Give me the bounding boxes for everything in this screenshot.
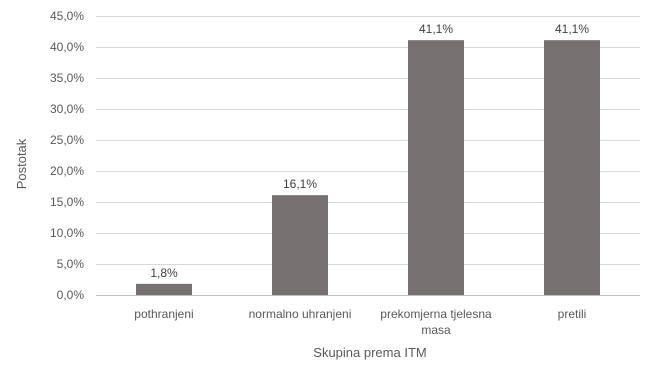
data-labels: 1,8% 16,1% 41,1% 41,1% (150, 22, 589, 280)
x-tick-label: normalno uhranjeni (249, 307, 352, 321)
bar (136, 283, 192, 295)
x-tick-label: pretili (558, 307, 587, 321)
y-tick-label: 45,0% (50, 9, 84, 23)
y-tick-label: 35,0% (50, 71, 84, 85)
y-tick-label: 5,0% (57, 257, 85, 271)
data-label: 16,1% (283, 177, 317, 191)
bar (272, 195, 328, 295)
y-tick-label: 40,0% (50, 40, 84, 54)
y-tick-label: 25,0% (50, 133, 84, 147)
y-tick-label: 20,0% (50, 164, 84, 178)
bar (544, 40, 600, 296)
y-tick-label: 30,0% (50, 102, 84, 116)
x-tick-label: prekomjerna tjelesna (380, 307, 492, 321)
x-tick-label: pothranjeni (134, 307, 193, 321)
bars (136, 40, 600, 296)
bar (408, 40, 464, 296)
data-label: 1,8% (150, 266, 178, 280)
data-label: 41,1% (555, 22, 589, 36)
x-axis-categories: pothranjeni normalno uhranjeni prekomjerna… (134, 307, 586, 337)
y-tick-label: 10,0% (50, 226, 84, 240)
y-axis-ticks: 0,0% 5,0% 10,0% 15,0% 20,0% 25,0% 30,0% 35,0% 40… (50, 9, 84, 302)
y-tick-label: 15,0% (50, 195, 84, 209)
x-tick-label: masa (421, 323, 451, 337)
x-axis-title: Skupina prema ITM (313, 345, 426, 360)
y-tick-label: 0,0% (57, 288, 85, 302)
data-label: 41,1% (419, 22, 453, 36)
gridlines (96, 16, 640, 296)
y-axis-title: Postotak (14, 138, 29, 189)
